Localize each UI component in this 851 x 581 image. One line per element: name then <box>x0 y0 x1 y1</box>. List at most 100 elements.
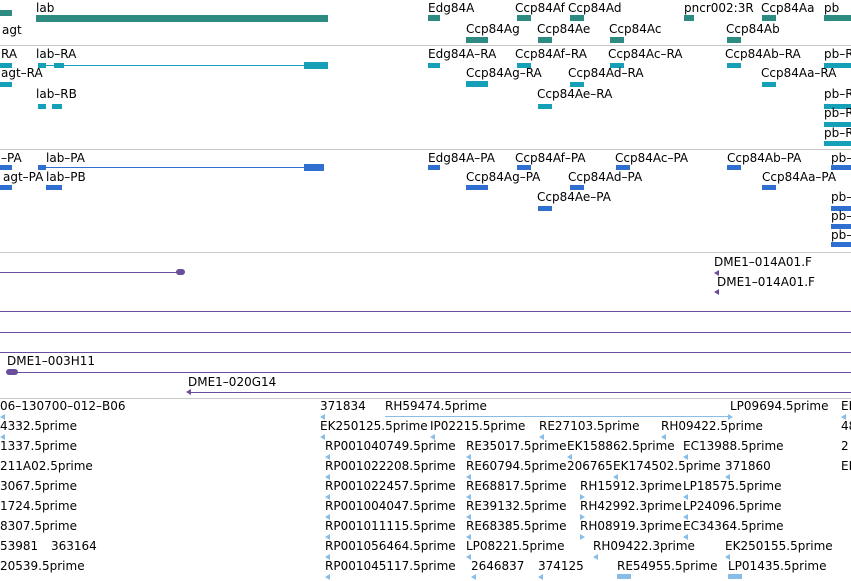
transcript-feature[interactable] <box>517 63 531 68</box>
transcript-feature[interactable] <box>52 104 62 109</box>
est-marker[interactable] <box>325 494 330 500</box>
transcript-feature[interactable] <box>610 63 624 68</box>
est-marker[interactable] <box>725 474 730 480</box>
est-marker[interactable] <box>683 494 688 500</box>
est-marker[interactable] <box>841 414 846 420</box>
est-marker[interactable] <box>683 514 688 520</box>
est-label: EK250125.5prime <box>320 419 428 433</box>
protein-feature[interactable] <box>570 185 584 190</box>
clone-label: DME1–014A01.F <box>717 275 815 289</box>
est-marker[interactable] <box>683 534 688 540</box>
transcript-feature[interactable] <box>824 141 851 146</box>
gene-label: agt <box>2 23 22 37</box>
est-marker[interactable] <box>580 494 585 500</box>
transcript-label: Ccp84Af–RA <box>515 47 587 61</box>
protein-feature[interactable] <box>831 165 851 170</box>
transcript-feature[interactable] <box>304 62 328 69</box>
protein-feature[interactable] <box>831 206 851 211</box>
est-feature[interactable] <box>617 574 631 579</box>
gene-ccp84aa[interactable] <box>762 15 776 21</box>
est-marker[interactable] <box>466 474 471 480</box>
est-label: RH09422.3prime <box>593 539 695 553</box>
clone-end-marker[interactable] <box>714 289 719 295</box>
protein-feature[interactable] <box>0 185 12 190</box>
est-marker[interactable] <box>683 454 688 460</box>
gene-lab[interactable] <box>36 15 328 22</box>
est-feature[interactable] <box>728 574 742 579</box>
protein-feature[interactable] <box>517 165 531 170</box>
protein-feature[interactable] <box>428 165 440 170</box>
est-marker[interactable] <box>728 414 733 420</box>
est-marker[interactable] <box>320 414 325 420</box>
gene-ccp84af[interactable] <box>517 15 531 21</box>
transcript-feature[interactable] <box>0 82 12 87</box>
est-marker[interactable] <box>325 514 330 520</box>
est-marker[interactable] <box>325 554 330 560</box>
transcript-feature[interactable] <box>38 63 46 68</box>
est-marker[interactable] <box>325 474 330 480</box>
est-marker[interactable] <box>320 434 325 440</box>
gene-pncr002[interactable] <box>684 15 694 21</box>
transcript-feature[interactable] <box>428 63 440 68</box>
transcript-feature[interactable] <box>727 63 741 68</box>
est-marker[interactable] <box>580 534 585 540</box>
est-marker[interactable] <box>725 554 730 560</box>
transcript-feature[interactable] <box>824 104 851 109</box>
gene-ccp84ae[interactable] <box>538 37 552 43</box>
est-marker[interactable] <box>325 534 330 540</box>
protein-feature[interactable] <box>727 165 741 170</box>
protein-feature[interactable] <box>762 185 776 190</box>
est-label: RP001004047.5prime <box>325 499 456 513</box>
est-marker[interactable] <box>430 434 435 440</box>
est-marker[interactable] <box>466 534 471 540</box>
est-marker[interactable] <box>466 554 471 560</box>
est-marker[interactable] <box>471 574 476 580</box>
est-marker[interactable] <box>0 434 5 440</box>
est-label: RE35017.5prime <box>466 439 567 453</box>
gene-label: Ccp84Ab <box>726 22 780 36</box>
protein-feature[interactable] <box>466 185 488 190</box>
protein-feature[interactable] <box>538 206 552 211</box>
transcript-feature[interactable] <box>0 63 12 68</box>
clone-end-marker[interactable] <box>186 389 191 395</box>
clone-end[interactable] <box>176 269 185 275</box>
transcript-feature[interactable] <box>38 104 46 109</box>
est-marker[interactable] <box>538 574 543 580</box>
est-marker[interactable] <box>539 434 544 440</box>
est-marker[interactable] <box>567 454 572 460</box>
transcript-feature[interactable] <box>824 122 851 127</box>
protein-feature[interactable] <box>46 185 62 190</box>
transcript-feature[interactable] <box>762 82 776 87</box>
clone-end[interactable] <box>6 369 18 375</box>
est-marker[interactable] <box>466 454 471 460</box>
est-label: EK174502.5prime <box>613 459 721 473</box>
est-marker[interactable] <box>580 514 585 520</box>
protein-feature[interactable] <box>831 224 851 229</box>
gene-agt[interactable] <box>0 10 12 16</box>
est-marker[interactable] <box>613 474 618 480</box>
protein-feature[interactable] <box>38 165 46 170</box>
est-marker[interactable] <box>0 414 5 420</box>
gene-ccp84ab[interactable] <box>727 37 741 43</box>
gene-pb[interactable] <box>824 15 851 21</box>
transcript-feature[interactable] <box>466 81 488 87</box>
transcript-feature[interactable] <box>54 63 64 68</box>
gene-ccp84ad[interactable] <box>570 15 584 21</box>
gene-ccp84ag[interactable] <box>466 37 488 43</box>
est-marker[interactable] <box>466 514 471 520</box>
est-marker[interactable] <box>466 494 471 500</box>
gene-edg84a[interactable] <box>428 15 440 21</box>
transcript-feature[interactable] <box>570 82 584 87</box>
est-marker[interactable] <box>325 454 330 460</box>
transcript-feature[interactable] <box>824 63 851 68</box>
protein-feature[interactable] <box>304 164 324 171</box>
est-marker[interactable] <box>325 574 330 580</box>
protein-feature[interactable] <box>831 242 851 247</box>
est-marker[interactable] <box>593 554 598 560</box>
protein-feature[interactable] <box>616 165 630 170</box>
protein-feature[interactable] <box>0 165 12 170</box>
clone-end-marker[interactable] <box>714 270 719 276</box>
est-marker[interactable] <box>661 434 666 440</box>
transcript-feature[interactable] <box>538 104 552 109</box>
gene-ccp84ac[interactable] <box>610 37 624 43</box>
